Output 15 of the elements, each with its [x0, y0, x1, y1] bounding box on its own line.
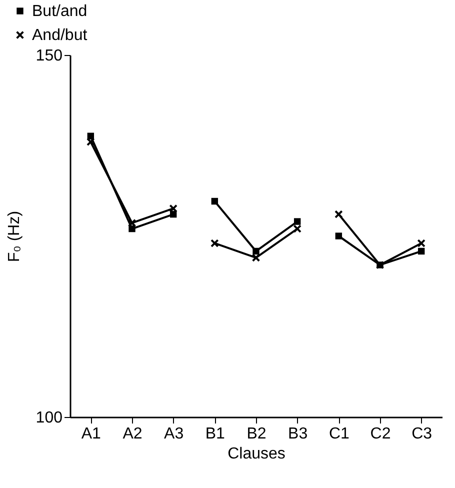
y-tick-label: 100 — [36, 410, 63, 426]
x-tick-label: C3 — [412, 426, 432, 442]
legend-label: And/but — [32, 27, 88, 44]
x-tick-label: A2 — [122, 426, 142, 442]
x-tick-label: C1 — [328, 426, 350, 442]
legend-label: But/and — [32, 3, 88, 20]
x-tick-label: A1 — [81, 426, 102, 442]
x-axis-title: Clauses — [228, 446, 286, 462]
x-tick-label: B3 — [288, 426, 308, 442]
x-tick-label: B1 — [205, 426, 226, 442]
x-tick-label: C2 — [370, 426, 391, 442]
y-tick-label: 150 — [36, 48, 63, 64]
x-tick-label: B2 — [246, 426, 266, 442]
x-tick-label: A3 — [164, 426, 184, 442]
y-axis-title: F₀ (Hz) — [6, 210, 23, 262]
